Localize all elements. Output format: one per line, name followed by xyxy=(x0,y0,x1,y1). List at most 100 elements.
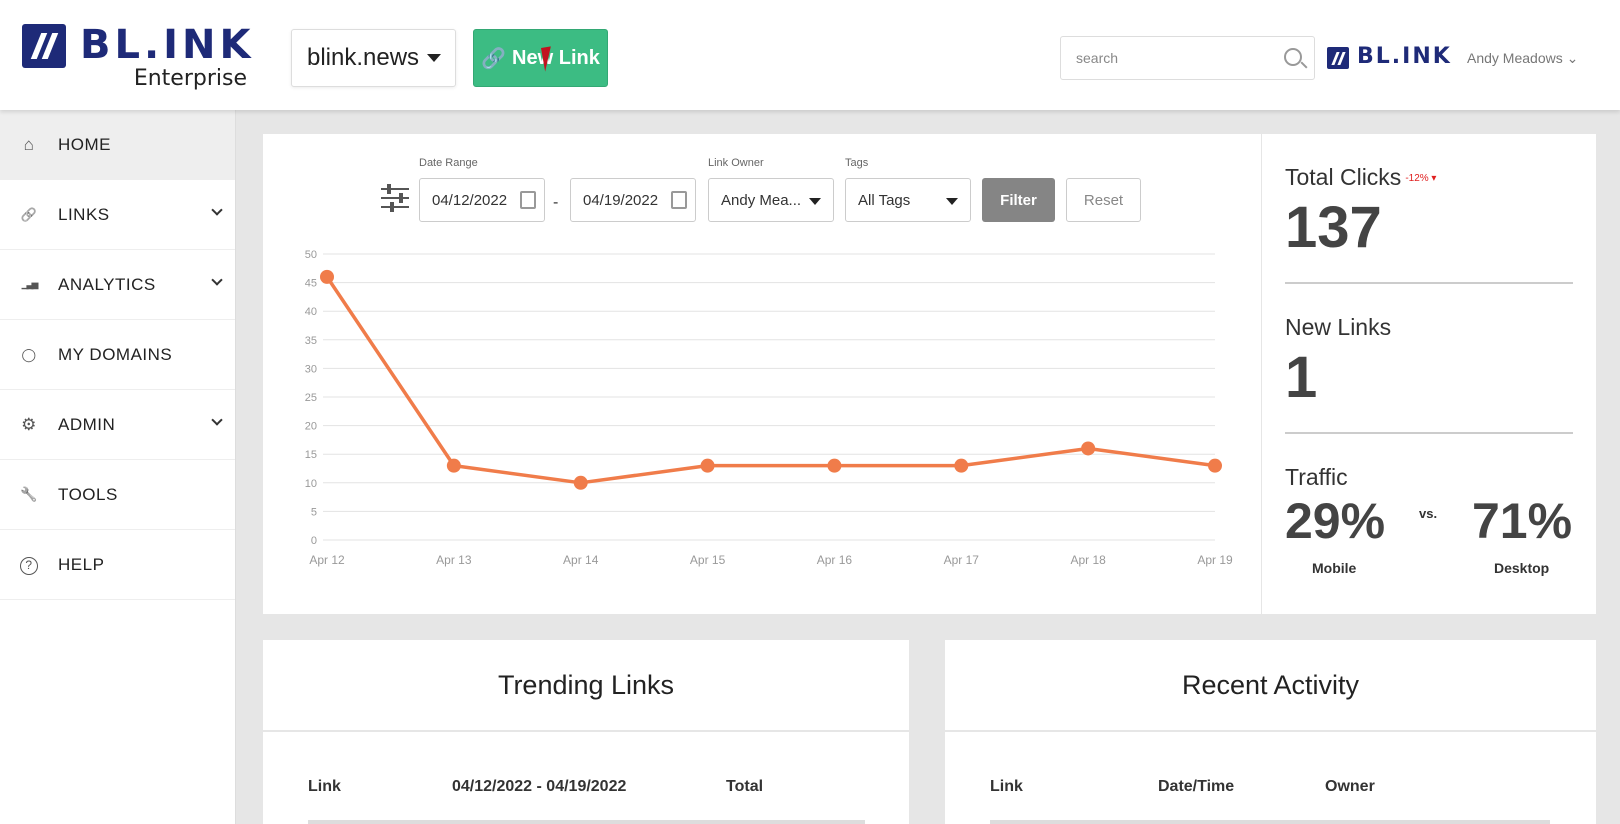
new-link-label: New Link xyxy=(512,46,600,69)
sidebar-item-label: TOOLS xyxy=(58,484,118,504)
date-range-label: Date Range xyxy=(419,157,478,169)
home-icon: ⌂ xyxy=(23,134,35,154)
x-tick-label: Apr 16 xyxy=(817,553,853,567)
data-point xyxy=(573,475,588,490)
clicks-chart-card: Date Range 04/12/2022 - 04/19/2022 Link … xyxy=(263,134,1261,614)
y-tick-label: 30 xyxy=(305,363,317,375)
link-owner-value: Andy Mea... xyxy=(721,191,802,209)
gear-icon: ⚙ xyxy=(21,414,37,434)
y-tick-label: 15 xyxy=(305,449,317,461)
clicks-line-chart: 0 5 10 15 20 25 30 35 40 45 50 Apr 12 Apr 13 Apr 14 A… xyxy=(305,249,1233,567)
filter-button[interactable]: Filter xyxy=(982,178,1055,222)
new-link-button[interactable]: 🔗 New Link xyxy=(473,29,608,87)
column-header-owner[interactable]: Owner xyxy=(1325,778,1375,795)
column-header-date-time[interactable]: Date/Time xyxy=(1158,778,1235,795)
sidebar-item-home[interactable]: ⌂ HOME xyxy=(0,110,235,180)
blink-logo[interactable]: BL.INK Enterprise xyxy=(22,22,251,94)
x-tick-label: Apr 17 xyxy=(944,553,980,567)
data-point xyxy=(320,269,334,284)
recent-activity-title: Recent Activity xyxy=(945,640,1596,732)
sidebar-item-label: HELP xyxy=(58,554,105,574)
y-tick-label: 10 xyxy=(305,478,317,490)
x-tick-label: Apr 18 xyxy=(1070,553,1106,567)
sidebar-item-my-domains[interactable]: ◯ MY DOMAINS xyxy=(0,320,235,390)
y-tick-label: 5 xyxy=(311,506,317,518)
y-tick-label: 40 xyxy=(305,306,317,318)
column-header-link[interactable]: Link xyxy=(308,778,341,795)
divider xyxy=(1285,282,1573,284)
y-tick-label: 45 xyxy=(305,278,317,290)
data-point xyxy=(700,458,715,473)
recent-activity-panel: Recent Activity Link Date/Time Owner xyxy=(945,640,1596,824)
link-icon: 🔗 xyxy=(481,47,507,70)
column-header-total[interactable]: Total xyxy=(726,778,764,795)
mobile-percent: 29% xyxy=(1285,493,1386,549)
x-tick-label: Apr 12 xyxy=(309,553,345,567)
end-date-value: 04/19/2022 xyxy=(583,191,659,209)
series-line xyxy=(325,275,1216,485)
sidebar-item-label: ANALYTICS xyxy=(58,274,156,294)
filter-sliders-icon[interactable] xyxy=(381,184,409,212)
desktop-percent: 71% xyxy=(1472,493,1573,549)
data-point xyxy=(827,458,842,473)
sidebar-item-links[interactable]: 🔗 LINKS xyxy=(0,180,235,250)
sidebar-item-help[interactable]: ? HELP xyxy=(0,530,235,600)
sidebar-item-label: MY DOMAINS xyxy=(58,344,173,364)
start-date-field[interactable]: 04/12/2022 xyxy=(419,178,545,222)
date-separator: - xyxy=(553,194,559,211)
x-tick-label: Apr 13 xyxy=(436,553,472,567)
search-input[interactable]: search xyxy=(1060,36,1315,80)
tags-select[interactable]: All Tags xyxy=(845,178,971,222)
caret-down-icon xyxy=(809,198,821,205)
bar-chart-icon: ▁▃▅ xyxy=(21,279,39,289)
traffic-label: Traffic xyxy=(1285,464,1348,490)
new-links-label: New Links xyxy=(1285,314,1392,340)
domain-select-value: blink.news xyxy=(307,44,420,71)
map-pin-icon: ◯ xyxy=(21,346,37,362)
trending-links-panel: Trending Links Link 04/12/2022 - 04/19/2… xyxy=(263,640,909,824)
brand-logo-small: BL.INK xyxy=(1327,44,1450,73)
table-header-divider xyxy=(308,820,865,824)
caret-down-icon xyxy=(427,54,442,62)
link-icon: 🔗 xyxy=(20,206,38,222)
sidebar-item-label: ADMIN xyxy=(58,414,116,434)
data-point xyxy=(1081,441,1096,456)
logo-text: BL.INK xyxy=(80,22,255,68)
chevron-down-icon xyxy=(211,274,223,286)
y-tick-label: 25 xyxy=(305,392,317,404)
blink-logo-mark-small-icon xyxy=(1327,47,1349,69)
search-icon[interactable] xyxy=(1284,48,1302,66)
wrench-icon: 🔧 xyxy=(20,486,38,502)
total-clicks-label: Total Clicks -12% ▾ xyxy=(1285,164,1436,191)
sidebar-item-tools[interactable]: 🔧 TOOLS xyxy=(0,460,235,530)
sidebar-item-admin[interactable]: ⚙ ADMIN xyxy=(0,390,235,460)
y-tick-label: 50 xyxy=(305,249,317,261)
column-header-link[interactable]: Link xyxy=(990,778,1023,795)
brand-logo-small-text: BL.INK xyxy=(1357,44,1452,69)
tags-label: Tags xyxy=(845,157,869,169)
link-owner-select[interactable]: Andy Mea... xyxy=(708,178,834,222)
stats-card: Total Clicks -12% ▾ 137 New Links 1 Traff… xyxy=(1262,134,1596,614)
sidebar-item-analytics[interactable]: ▁▃▅ ANALYTICS xyxy=(0,250,235,320)
total-clicks-value: 137 xyxy=(1285,195,1382,260)
calendar-icon[interactable] xyxy=(520,191,536,209)
help-icon-glyph: ? xyxy=(20,557,38,575)
total-clicks-delta: -12% ▾ xyxy=(1405,173,1437,185)
chevron-down-icon xyxy=(211,204,223,216)
reset-button[interactable]: Reset xyxy=(1066,178,1141,222)
chevron-down-icon: ⌄ xyxy=(1566,50,1579,66)
chevron-down-icon xyxy=(211,414,223,426)
trending-links-title: Trending Links xyxy=(263,640,909,732)
domain-select[interactable]: blink.news xyxy=(291,29,456,87)
user-name: Andy Meadows xyxy=(1467,50,1563,66)
column-header-date-range[interactable]: 04/12/2022 - 04/19/2022 xyxy=(452,778,627,795)
mobile-label: Mobile xyxy=(1312,560,1357,576)
user-menu[interactable]: Andy Meadows ⌄ xyxy=(1467,50,1578,67)
x-tick-label: Apr 19 xyxy=(1197,553,1233,567)
calendar-icon[interactable] xyxy=(671,191,687,209)
x-tick-label: Apr 14 xyxy=(563,553,599,567)
help-icon: ? xyxy=(18,554,40,575)
end-date-field[interactable]: 04/19/2022 xyxy=(570,178,696,222)
chart-filters: Date Range 04/12/2022 - 04/19/2022 Link … xyxy=(263,134,1261,234)
tags-value: All Tags xyxy=(858,191,911,209)
